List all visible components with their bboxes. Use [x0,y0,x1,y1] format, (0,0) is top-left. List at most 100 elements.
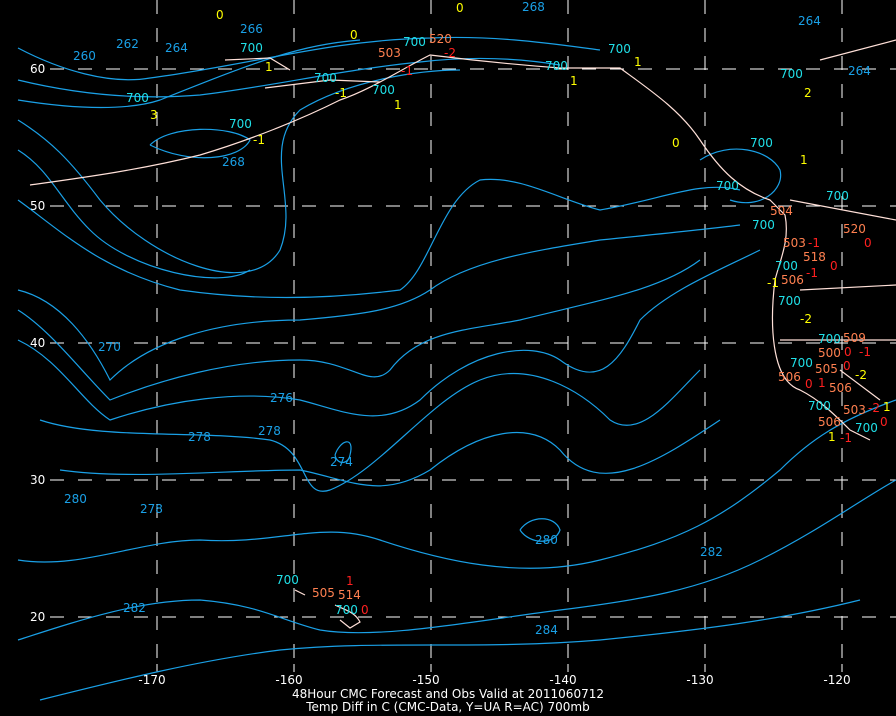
contour-line [59,419,721,487]
temp-diff-observed: 1 [265,60,273,74]
contour-label: 278 [188,430,211,444]
level-label: 700 [778,294,801,308]
temp-diff-observed: 1 [883,400,891,414]
level-label: 700 [855,421,878,435]
temp-diff-observed-accent: 0 [361,603,369,617]
temp-diff-observed-accent: -1 [840,431,852,445]
coastline [789,199,896,221]
temp-diff-observed-accent: -1 [859,345,871,359]
contour-label: 274 [330,455,353,469]
contour-line [519,518,561,542]
level-label: 700 [608,42,631,56]
longitude-label: -160 [275,673,302,687]
observed-height: 509 [843,331,866,345]
temp-diff-observed-accent: 0 [880,415,888,429]
observed-height: 503 [783,236,806,250]
level-label: 700 [826,189,849,203]
observed-height: 505 [815,362,838,376]
coastline [334,604,361,629]
map-title: 48Hour CMC Forecast and Obs Valid at 201… [292,687,604,701]
level-label: 700 [229,117,252,131]
temperature-contours [17,36,896,701]
contour-line [149,128,251,159]
latitude-label: 50 [30,199,45,213]
observed-height: 503 [378,46,401,60]
contour-label: 264 [848,64,871,78]
contour-line [17,69,461,274]
level-label: 700 [780,67,803,81]
temp-diff-observed: 0 [456,1,464,15]
temp-diff-observed: 1 [394,98,402,112]
latitude-label: 60 [30,62,45,76]
map-subtitle: Temp Diff in C (CMC-Data, Y=UA R=AC) 700… [306,700,590,714]
observed-height: 505 [312,586,335,600]
contour-line [17,178,741,299]
temp-diff-observed: -1 [253,133,265,147]
coastline [224,57,291,71]
contour-label: 264 [165,41,188,55]
contour-line [17,249,761,421]
temp-diff-observed: 0 [672,136,680,150]
latitude-label: 20 [30,610,45,624]
temp-diff-observed-accent: -1 [806,266,818,280]
observed-height: 506 [781,273,804,287]
temp-diff-observed: 1 [570,74,578,88]
temp-diff-observed: -1 [767,276,779,290]
contour-label: 268 [522,0,545,14]
contour-label: 276 [270,391,293,405]
contour-line [17,479,896,641]
temp-diff-observed-accent: 0 [805,377,813,391]
temp-diff-observed: 1 [800,153,808,167]
observed-height: 506 [778,370,801,384]
temp-diff-observed-accent: -1 [401,64,413,78]
contour-line [17,36,601,81]
temp-diff-observed: 1 [828,430,836,444]
level-label: 700 [403,35,426,49]
contour-line [17,399,896,569]
observed-height: 514 [338,588,361,602]
observed-height: 506 [818,415,841,429]
level-label: 700 [240,41,263,55]
longitude-label: -150 [412,673,439,687]
contour-label: 266 [240,22,263,36]
temp-diff-observed-accent: -2 [444,46,456,60]
contour-label: 268 [222,155,245,169]
coastline [799,284,896,291]
contour-label: 264 [798,14,821,28]
temp-diff-observed-accent: -1 [808,236,820,250]
latitude-label: 40 [30,336,45,350]
latitude-label: 30 [30,473,45,487]
contour-line [17,224,741,382]
level-label: 700 [126,91,149,105]
temp-diff-observed: -1 [335,86,347,100]
level-label: 700 [314,71,337,85]
contour-label: 282 [700,545,723,559]
coastline [294,589,306,596]
longitude-label: -140 [549,673,576,687]
level-label: 700 [818,332,841,346]
contour-label: 280 [535,533,558,547]
lat-lon-grid [50,0,896,672]
contour-label: 278 [258,424,281,438]
level-label: 700 [752,218,775,232]
contour-label: 282 [123,601,146,615]
observed-height: 503 [843,403,866,417]
temp-diff-observed: 0 [216,8,224,22]
level-label: 700 [716,179,739,193]
contour-line [699,148,782,204]
contour-line [334,441,352,464]
level-label: 700 [372,83,395,97]
contour-label: 262 [116,37,139,51]
temp-diff-observed: -2 [800,312,812,326]
contour-label: 284 [535,623,558,637]
level-label: 700 [750,136,773,150]
contour-label: 270 [98,340,121,354]
level-label: 700 [808,399,831,413]
temp-diff-observed: 3 [150,108,158,122]
observed-height: 518 [803,250,826,264]
level-label: 700 [545,59,568,73]
map-labels: -170 -160 -150 -140 -130 -1206050403020262260… [30,0,891,687]
temp-diff-observed-accent: -2 [868,401,880,415]
observed-height: 520 [843,222,866,236]
observed-height: 504 [770,204,793,218]
